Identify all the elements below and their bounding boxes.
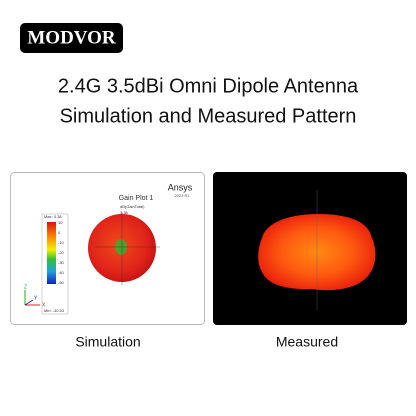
axis-indicator	[24, 299, 34, 306]
color-bar	[47, 222, 56, 284]
scale-tick-label: -30	[58, 260, 65, 265]
logo: MODVOR	[27, 27, 116, 48]
brand: Ansys	[168, 182, 193, 192]
caption: Simulation	[75, 334, 140, 350]
scale-ticks: 10 0 -10 -20 -30 -40 -50	[58, 220, 65, 285]
axis-label: X	[42, 302, 46, 308]
logo-badge	[20, 23, 123, 53]
plot-title: Gain Plot 1	[119, 195, 154, 202]
min-label: Min: -40.53	[44, 308, 65, 313]
version: 2023 R1	[174, 193, 190, 198]
peak-value: 3.38	[120, 210, 129, 215]
axis-label: Y	[34, 295, 38, 301]
title-line: 2.4G 3.5dBi Omni Dipole Antenna	[58, 75, 359, 97]
max-label: Max: 3.38	[44, 214, 62, 219]
caption: Measured	[276, 334, 338, 350]
scale-tick-label: -50	[58, 280, 65, 285]
scale-tick-label: 10	[58, 220, 63, 225]
quantity: dB(GainTotal)	[120, 204, 145, 209]
scale-tick-label: -10	[58, 240, 65, 245]
scale-tick-label: -20	[58, 250, 65, 255]
axis-label: Z	[24, 284, 27, 290]
title-line: Simulation and Measured Pattern	[60, 105, 357, 127]
scale-tick-label: 0	[58, 230, 61, 235]
scale-tick-label: -40	[58, 270, 65, 275]
